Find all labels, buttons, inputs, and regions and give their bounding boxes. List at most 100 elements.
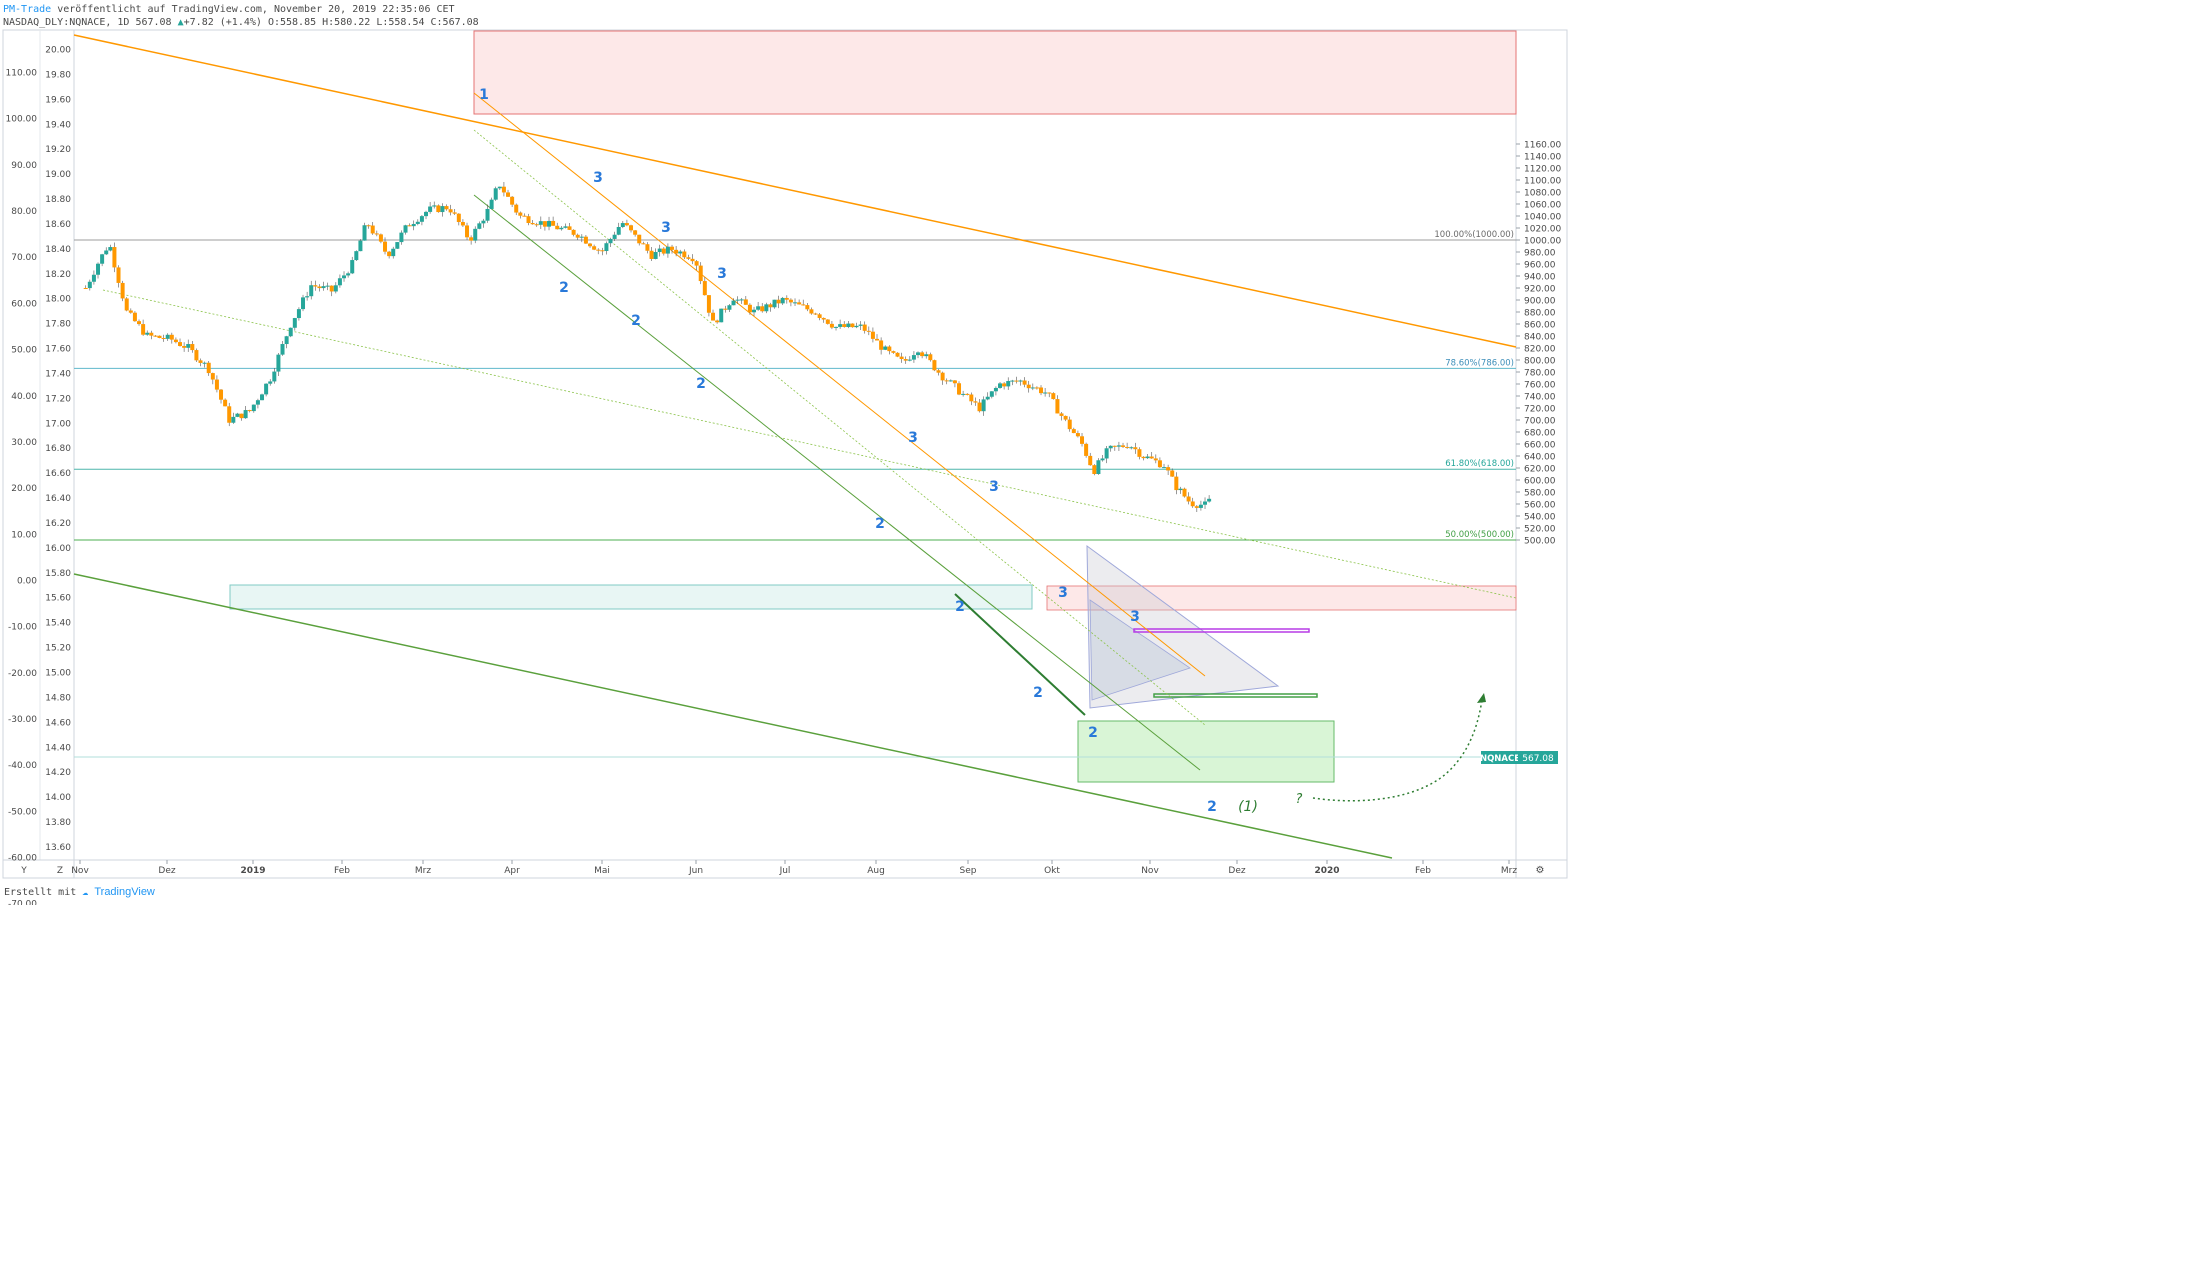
candle-bear [629,225,634,231]
price-tick-label: 780.00 [1524,369,1556,379]
candle-bull [1010,380,1015,382]
candle-bull [993,387,998,392]
candle-bear [1166,467,1171,471]
brand-name[interactable]: TradingView [94,886,155,898]
candle-bear [624,223,629,226]
candle-bull [612,234,617,239]
candle-bull [264,383,269,395]
candle-bull [485,208,490,221]
candle-bull [793,302,798,304]
time-tick-label: Mrz [1501,866,1517,876]
publish-line: PM-Trade veröffentlicht auf TradingView.… [3,4,455,16]
inner-scale-label: 17.20 [45,394,71,404]
candle-bull [493,188,498,200]
candle-bear [149,332,154,336]
candle-bull [1096,460,1101,475]
candle-bull [604,243,609,251]
candle-bear [153,335,158,337]
candle-bull [411,223,416,227]
candle-bear [1186,496,1191,502]
candle-bear [514,204,519,213]
candle-bear [522,215,527,217]
candle-bear [936,370,941,373]
candle-bull [961,393,966,395]
trendlines [73,34,1517,859]
outer-scale-label: -60.00 [8,854,37,864]
candle-bear [682,251,687,258]
price-tick-label: 840.00 [1524,333,1556,343]
wave-labels: 1 3 3 3 3 3 3 3 2 2 2 2 2 2 2 2 (1)? [479,87,1302,815]
time-tick-label: Feb [1415,866,1431,876]
candle-bear [530,223,535,225]
candle-bull [981,399,986,412]
outer-scale-label: 30.00 [11,438,37,448]
candle-bull [924,354,929,357]
candle-bull [559,227,564,230]
candle-bear [542,221,547,227]
candle-bull [358,240,363,252]
price-tick-label: 960.00 [1524,261,1556,271]
candle-bear [223,399,228,407]
candle-bull [731,300,736,306]
candle-bull [333,285,338,292]
candle-bear [702,281,707,296]
outer-scale-label: 110.00 [6,69,38,79]
wave-label: 3 [593,170,603,186]
candle-bull [104,250,109,255]
price-tick-label: 1120.00 [1524,165,1561,175]
candle-bear [456,213,461,223]
candle-bear [1125,446,1130,448]
candle-bear [1137,449,1142,457]
candle-bull [489,199,494,209]
wave-label: 3 [1130,609,1140,625]
candle-bear [583,236,588,244]
time-tick-label: 2020 [1314,866,1339,876]
candle-bull [96,263,101,275]
candle-bear [1002,383,1007,387]
candle-bull [235,413,240,417]
candle-bear [219,389,224,400]
candle-bear [957,383,962,395]
candle-bull [1203,501,1208,505]
candle-bear [436,205,441,213]
settings-gear-icon: ⚙ [1536,865,1545,876]
candle-bull [202,362,207,364]
candle-bull [1116,445,1121,447]
candle-bull [653,252,658,259]
price-tick-label: 520.00 [1524,525,1556,535]
candle-bear [1121,445,1126,447]
time-tick-label: 2019 [240,866,265,876]
outer-scale-label: 80.00 [11,207,37,217]
long-mid-dotted [102,289,1517,599]
candle-bull [415,221,420,224]
price-tick-label: 660.00 [1524,441,1556,451]
outer-scale-label: 70.00 [11,253,37,263]
candle-bull [428,206,433,212]
candle-bull [296,309,301,319]
candle-bull [772,299,777,308]
candle-bear [247,410,252,412]
wave-label: 3 [989,479,999,495]
inner-scale-label: 14.80 [45,693,71,703]
candle-bear [698,265,703,282]
price-tick-label: 700.00 [1524,417,1556,427]
inner-scale-label: 15.40 [45,619,71,629]
candle-bull [276,354,281,372]
author-name[interactable]: PM-Trade [3,4,52,15]
inner-scale-label: 18.20 [45,270,71,280]
candle-bull [165,334,170,339]
candle-bull [1198,504,1203,508]
price-chart[interactable]: 100.00%(1000.00) 78.60%(786.00) 61.80%(618… [0,0,1568,905]
candle-bull [419,216,424,222]
inner-scale-label: 16.80 [45,444,71,454]
candle-bear [969,394,974,402]
projection-arrow-head [1477,693,1486,703]
candle-bull [477,223,482,229]
inner-scale-label: 16.60 [45,469,71,479]
channel-lower-line [473,194,1201,771]
inner-scale-label: 19.20 [45,145,71,155]
candle-bear [805,305,810,310]
candles [83,182,1212,513]
inner-scale-label: 13.80 [45,818,71,828]
candle-bull [362,225,367,241]
